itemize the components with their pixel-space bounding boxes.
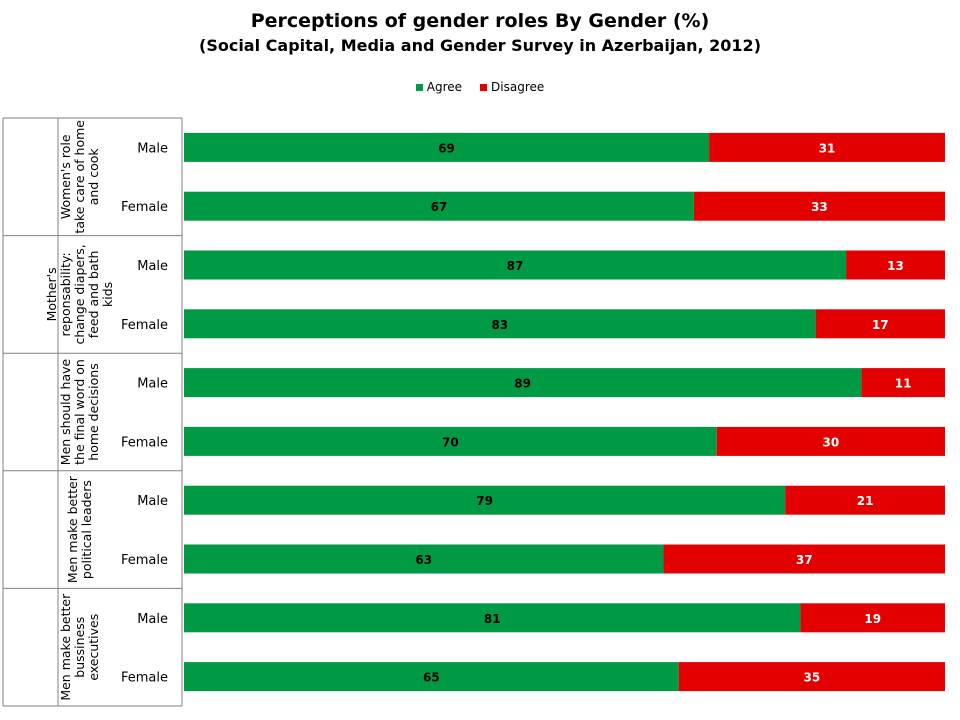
group-label: Men make betterpolitical leaders: [65, 475, 94, 583]
data-label-disagree: 13: [887, 259, 904, 273]
bar-agree: [184, 426, 717, 456]
group-label: Men make betterbussinessexecutives: [58, 593, 101, 701]
data-label-agree: 69: [438, 141, 455, 155]
data-label-agree: 87: [507, 259, 524, 273]
category-label: Female: [121, 553, 168, 568]
bar-agree: [184, 662, 679, 692]
category-label: Male: [137, 377, 168, 392]
data-label-agree: 67: [431, 200, 448, 214]
legend-item-disagree: Disagree: [480, 80, 544, 94]
group-label: Mother'sreponsability:change diapers,fee…: [44, 244, 115, 344]
bar-disagree: [716, 426, 945, 456]
bar-agree: [184, 191, 694, 221]
data-label-disagree: 17: [872, 318, 889, 332]
bar-disagree: [693, 191, 945, 221]
bar-agree: [184, 250, 847, 280]
data-label-disagree: 30: [822, 435, 839, 449]
category-label: Female: [121, 200, 168, 215]
legend-swatch-disagree: [480, 83, 488, 91]
data-label-agree: 83: [491, 318, 508, 332]
data-label-disagree: 35: [803, 671, 820, 685]
bar-agree: [184, 485, 786, 515]
data-label-disagree: 21: [857, 494, 874, 508]
legend-item-agree: Agree: [415, 80, 463, 94]
data-label-agree: 89: [514, 377, 531, 391]
group-label: Women's roletake care of homeand cook: [58, 120, 101, 234]
category-label: Female: [121, 318, 168, 333]
legend-swatch-agree: [415, 83, 423, 91]
legend-label-disagree: Disagree: [491, 80, 545, 94]
group-label: Men should havethe final word onhome dec…: [58, 358, 101, 465]
data-label-agree: 65: [423, 671, 440, 685]
chart-subtitle: (Social Capital, Media and Gender Survey…: [199, 36, 761, 55]
category-label: Male: [137, 494, 168, 509]
title-block: Perceptions of gender roles By Gender (%…: [0, 8, 960, 58]
bar-disagree: [709, 132, 945, 162]
category-label: Male: [137, 259, 168, 274]
category-label: Female: [121, 435, 168, 450]
bar-disagree: [678, 662, 945, 692]
data-label-disagree: 19: [864, 612, 881, 626]
bar-agree: [184, 132, 710, 162]
legend-label-agree: Agree: [426, 80, 463, 94]
bar-agree: [184, 544, 664, 574]
data-label-disagree: 33: [811, 200, 828, 214]
bar-disagree: [815, 309, 945, 339]
category-label: Male: [137, 141, 168, 156]
data-label-disagree: 31: [819, 141, 836, 155]
category-label: Female: [121, 671, 168, 686]
data-label-agree: 63: [415, 553, 432, 567]
data-label-agree: 79: [476, 494, 493, 508]
bar-agree: [184, 368, 862, 398]
bar-agree: [184, 309, 816, 339]
data-label-agree: 81: [484, 612, 501, 626]
bar-disagree: [663, 544, 945, 574]
bar-disagree: [785, 485, 945, 515]
data-label-disagree: 11: [895, 377, 912, 391]
category-label: Male: [137, 612, 168, 627]
data-label-agree: 70: [442, 435, 459, 449]
chart-title: Perceptions of gender roles By Gender (%…: [250, 10, 710, 32]
bar-agree: [184, 603, 801, 633]
legend: Agree Disagree: [0, 80, 960, 94]
bar-disagree: [846, 250, 945, 280]
bar-disagree: [861, 368, 945, 398]
bar-disagree: [800, 603, 945, 633]
data-label-disagree: 37: [796, 553, 813, 567]
